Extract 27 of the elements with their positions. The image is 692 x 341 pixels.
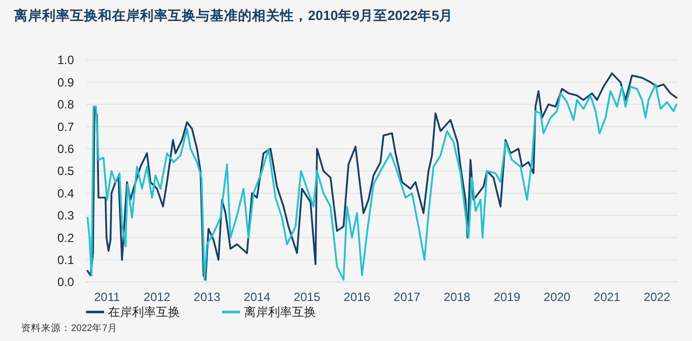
y-tick-label: 1.0 [57,53,74,68]
x-tick-label: 2021 [594,290,621,304]
x-tick-label: 2016 [344,290,371,304]
x-tick-label: 2011 [94,290,120,304]
x-tick-label: 2012 [144,290,171,304]
x-tick-label: 2018 [444,290,471,304]
y-tick-label: 0.1 [57,253,74,267]
y-tick-label: 0.7 [57,120,74,134]
y-tick-label: 0.0 [57,275,74,290]
y-tick-label: 0.2 [57,230,74,245]
x-tick-label: 2019 [494,290,521,304]
x-tick-label: 2020 [544,290,571,304]
x-tick-label: 2014 [244,290,271,304]
x-tick-label: 2013 [194,290,221,304]
y-tick-label: 0.9 [57,75,74,90]
x-tick-label: 2017 [394,290,421,304]
text: 资料来源：2022年7月 [21,322,118,334]
x-tick-label: 2022 [644,290,671,304]
y-tick-label: 0.5 [57,164,74,178]
y-tick-label: 0.3 [57,208,74,223]
y-tick-label: 0.8 [57,98,74,112]
x-tick-label: 2015 [294,290,321,304]
y-tick-label: 0.4 [57,186,74,200]
legend-label: 离岸利率互换 [244,305,316,320]
y-tick-label: 0.6 [57,142,74,156]
legend-label: 在岸利率互换 [108,305,180,320]
chart-title: 离岸利率互换和在岸利率互换与基准的相关性，2010年9月至2022年5月 [13,7,454,23]
